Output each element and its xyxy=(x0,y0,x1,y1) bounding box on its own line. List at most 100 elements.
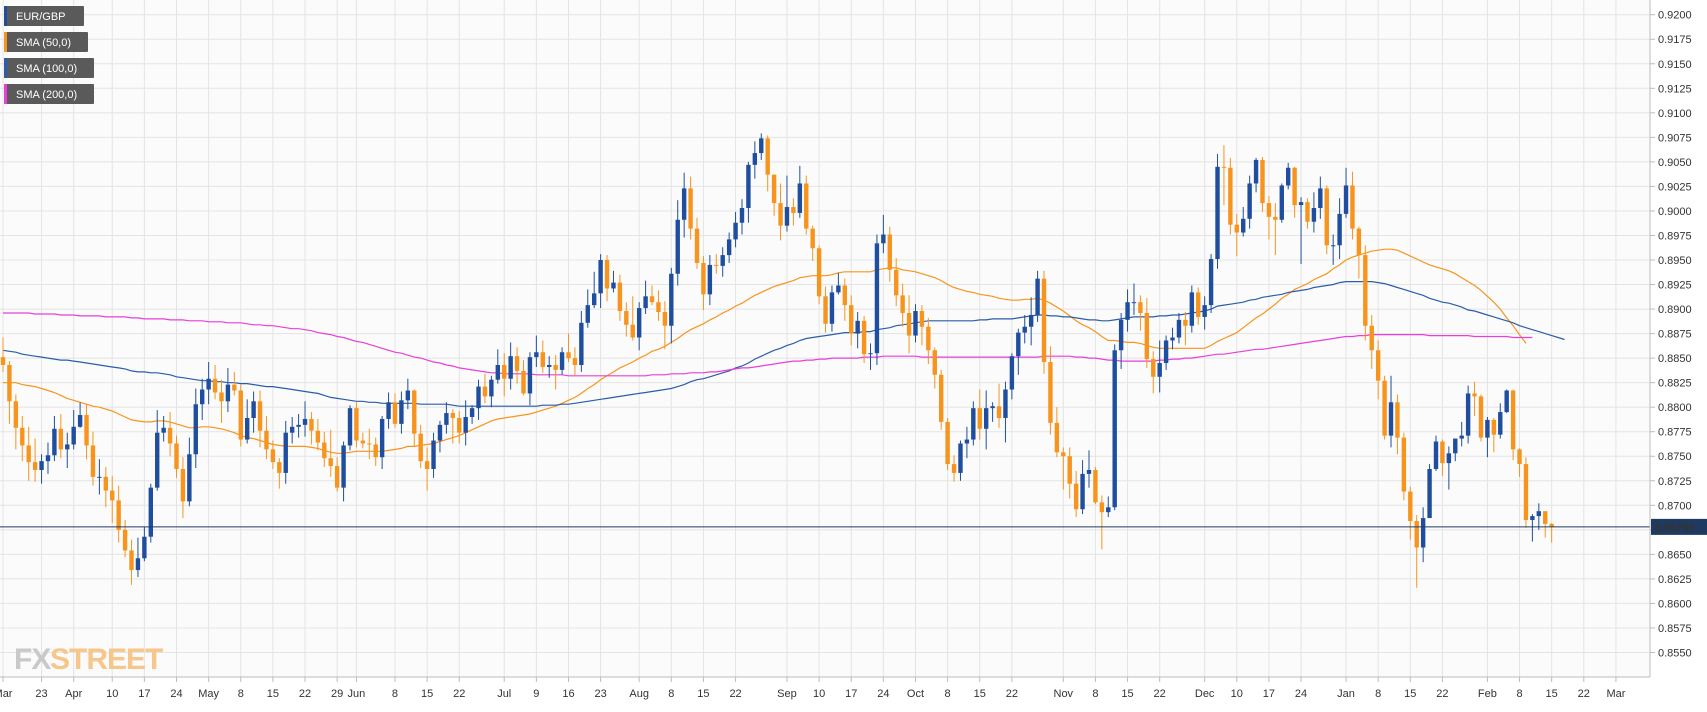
candle xyxy=(1228,157,1233,235)
candle-body xyxy=(1491,419,1497,435)
candle xyxy=(45,442,51,474)
candle xyxy=(1433,435,1439,471)
y-tick-label: 0.9000 xyxy=(1658,206,1692,218)
candle-body xyxy=(1504,390,1509,413)
candle-body xyxy=(951,464,957,473)
candle xyxy=(180,457,186,519)
candle-body xyxy=(174,443,179,469)
candles xyxy=(0,133,1554,588)
x-tick-label: Jun xyxy=(348,688,366,700)
candle xyxy=(733,211,738,248)
candle xyxy=(849,295,854,346)
candle xyxy=(611,270,616,293)
candle-body xyxy=(1009,356,1015,390)
candle xyxy=(469,405,475,424)
candle-body xyxy=(945,421,950,465)
candle-body xyxy=(39,461,44,470)
candle xyxy=(1144,298,1150,368)
candle xyxy=(309,412,314,445)
fxstreet-watermark: FX STREET xyxy=(14,643,164,676)
candle-body xyxy=(1189,292,1195,326)
candle-body xyxy=(412,390,417,434)
candle-body xyxy=(688,188,693,229)
candle xyxy=(148,483,153,543)
candle-body xyxy=(1311,208,1317,222)
y-tick-label: 0.9150 xyxy=(1658,59,1692,71)
candle-body xyxy=(1093,469,1098,503)
candle-body xyxy=(257,401,263,431)
candle-body xyxy=(855,320,860,334)
candle-body xyxy=(1106,507,1111,513)
candle-body xyxy=(270,449,276,463)
y-tick-label: 0.9125 xyxy=(1658,83,1692,95)
x-tick-label: 24 xyxy=(877,688,889,700)
candle-body xyxy=(765,138,770,175)
candle xyxy=(881,214,886,254)
candle xyxy=(431,432,436,478)
candle-body xyxy=(572,358,578,365)
candle xyxy=(829,285,835,332)
candle-body xyxy=(0,357,6,365)
y-tick-label: 0.8900 xyxy=(1658,304,1692,316)
candle xyxy=(681,172,687,238)
candle-body xyxy=(1176,319,1182,338)
candle-body xyxy=(1041,278,1047,363)
candle xyxy=(1196,287,1201,325)
candle-body xyxy=(392,402,398,424)
candle xyxy=(360,432,366,449)
candle xyxy=(778,183,783,241)
candle xyxy=(392,393,398,428)
candle xyxy=(887,226,892,282)
candle-body xyxy=(894,269,899,296)
candle xyxy=(412,389,417,447)
candle xyxy=(7,361,12,424)
candle-body xyxy=(142,536,147,559)
candle-body xyxy=(13,401,19,428)
candle xyxy=(1472,381,1477,417)
candle xyxy=(1337,198,1342,260)
candle-body xyxy=(219,392,224,402)
candle xyxy=(1157,340,1162,393)
candle-body xyxy=(726,239,732,256)
candle-body xyxy=(1459,435,1464,439)
candle-body xyxy=(1420,518,1426,548)
candle xyxy=(1054,407,1060,458)
candle xyxy=(1099,495,1105,550)
candle xyxy=(1465,385,1471,444)
candle-body xyxy=(161,427,166,433)
candle-body xyxy=(84,415,89,446)
x-tick-label: 24 xyxy=(1295,688,1307,700)
candle-body xyxy=(302,418,308,425)
candle-body xyxy=(1163,340,1169,364)
candle-body xyxy=(1048,362,1053,423)
candle-body xyxy=(1382,380,1387,436)
candle xyxy=(836,272,841,295)
candle xyxy=(1234,213,1239,257)
candle-body xyxy=(720,255,725,266)
candle xyxy=(244,399,250,444)
candle-body xyxy=(1324,188,1329,246)
candle-body xyxy=(32,462,38,470)
candle-body xyxy=(386,402,391,419)
vertical-gridlines xyxy=(2,0,1617,677)
candle-body xyxy=(1446,453,1452,464)
candle-body xyxy=(232,384,237,391)
x-tick-label: 22 xyxy=(299,688,311,700)
candle-body xyxy=(309,418,314,431)
candle-body xyxy=(167,427,173,444)
candle xyxy=(572,347,578,376)
candle-body xyxy=(277,462,282,473)
candle xyxy=(1009,353,1015,400)
candle-body xyxy=(200,389,205,405)
candle xyxy=(1536,503,1542,530)
candle-body xyxy=(1112,350,1117,508)
candle-body xyxy=(733,222,738,240)
candle-body xyxy=(681,188,687,220)
candle xyxy=(1330,234,1336,265)
candle-body xyxy=(881,234,886,244)
candle xyxy=(277,458,282,489)
candle xyxy=(1163,335,1169,370)
candle-body xyxy=(604,260,610,289)
y-tick-label: 0.8850 xyxy=(1658,353,1692,365)
